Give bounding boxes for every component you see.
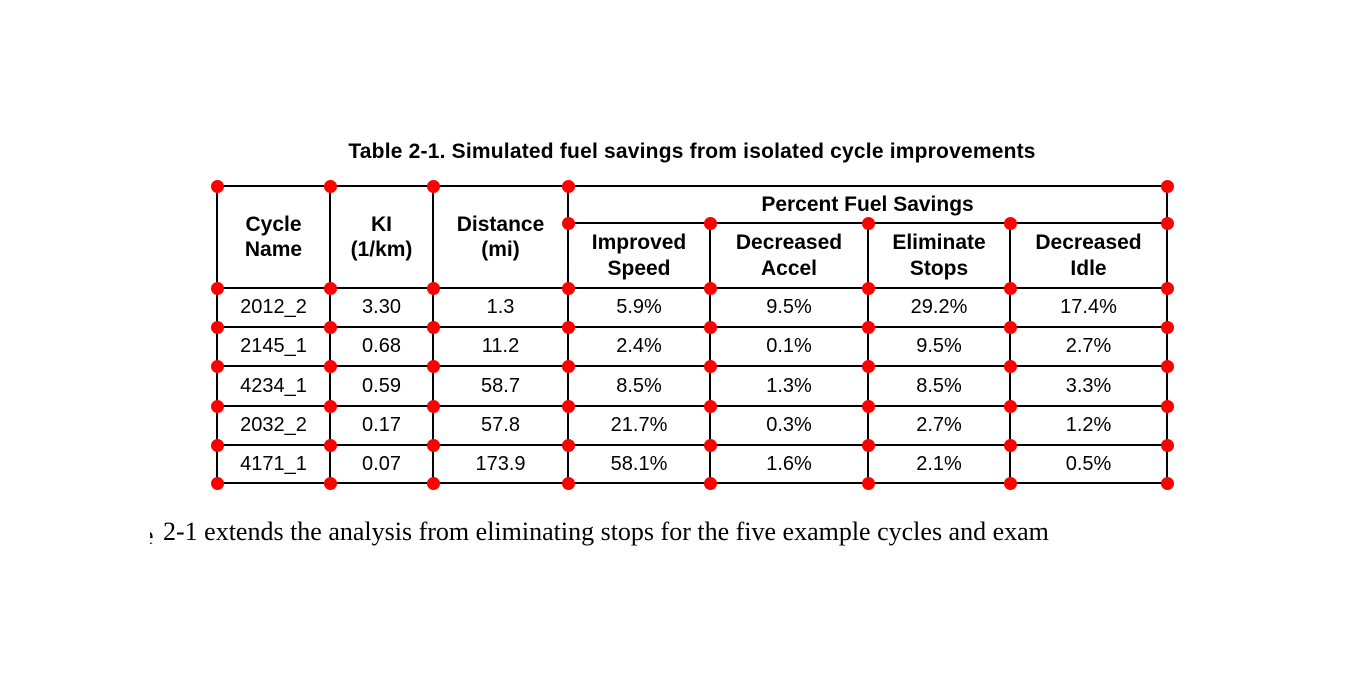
header-ki: KI (1/km)	[329, 185, 434, 289]
cell-eliminate-stops: 8.5%	[867, 365, 1011, 407]
header-decreased-idle: Decreased Idle	[1008, 222, 1169, 289]
cell-decreased-accel: 1.3%	[709, 365, 869, 407]
cell-distance: 173.9	[432, 444, 569, 484]
cell-improved-speed: 2.4%	[567, 326, 711, 367]
cell-eliminate-stops: 29.2%	[867, 287, 1011, 328]
cell-cycle-name: 2012_2	[216, 287, 331, 328]
header-cycle-name: Cycle Name	[216, 185, 331, 289]
header-distance: Distance (mi)	[432, 185, 569, 289]
cell-improved-speed: 58.1%	[567, 444, 711, 484]
cell-eliminate-stops: 2.1%	[867, 444, 1011, 484]
cell-distance: 57.8	[432, 405, 569, 446]
fuel-savings-table: Cycle Name KI (1/km) Distance (mi) Perce…	[216, 185, 1169, 484]
clipped-character-fragment: e	[150, 521, 155, 545]
cell-decreased-accel: 0.3%	[709, 405, 869, 446]
cell-decreased-accel: 1.6%	[709, 444, 869, 484]
table-row: 2032_2 0.17 57.8 21.7% 0.3% 2.7% 1.2%	[216, 405, 1169, 446]
cell-cycle-name: 2145_1	[216, 326, 331, 367]
cell-eliminate-stops: 2.7%	[867, 405, 1011, 446]
cell-cycle-name: 4171_1	[216, 444, 331, 484]
cell-decreased-idle: 1.2%	[1008, 405, 1169, 446]
cell-eliminate-stops: 9.5%	[867, 326, 1011, 367]
table-row: 2012_2 3.30 1.3 5.9% 9.5% 29.2% 17.4%	[216, 287, 1169, 328]
header-percent-fuel-savings: Percent Fuel Savings	[566, 185, 1169, 224]
table-caption: Table 2-1. Simulated fuel savings from i…	[348, 140, 1036, 163]
cell-ki: 3.30	[329, 287, 434, 328]
cell-distance: 11.2	[432, 326, 569, 367]
cell-improved-speed: 5.9%	[567, 287, 711, 328]
table-row: 4234_1 0.59 58.7 8.5% 1.3% 8.5% 3.3%	[216, 365, 1169, 407]
table-row: 2145_1 0.68 11.2 2.4% 0.1% 9.5% 2.7%	[216, 326, 1169, 367]
header-eliminate-stops: Eliminate Stops	[867, 222, 1011, 289]
cell-decreased-idle: 3.3%	[1008, 365, 1169, 407]
cell-ki: 0.59	[329, 365, 434, 407]
header-decreased-accel: Decreased Accel	[709, 222, 869, 289]
cell-decreased-idle: 2.7%	[1008, 326, 1169, 367]
cell-ki: 0.68	[329, 326, 434, 367]
cell-distance: 1.3	[432, 287, 569, 328]
table-row: 4171_1 0.07 173.9 58.1% 1.6% 2.1% 0.5%	[216, 444, 1169, 484]
cell-ki: 0.17	[329, 405, 434, 446]
cell-cycle-name: 2032_2	[216, 405, 331, 446]
cell-decreased-idle: 0.5%	[1008, 444, 1169, 484]
cell-decreased-idle: 17.4%	[1008, 287, 1169, 328]
cell-ki: 0.07	[329, 444, 434, 484]
cell-decreased-accel: 9.5%	[709, 287, 869, 328]
cell-decreased-accel: 0.1%	[709, 326, 869, 367]
cell-distance: 58.7	[432, 365, 569, 407]
header-improved-speed: Improved Speed	[567, 222, 711, 289]
cell-improved-speed: 8.5%	[567, 365, 711, 407]
cell-improved-speed: 21.7%	[567, 405, 711, 446]
cell-cycle-name: 4234_1	[216, 365, 331, 407]
body-text-line: 2-1 extends the analysis from eliminatin…	[163, 517, 1049, 546]
